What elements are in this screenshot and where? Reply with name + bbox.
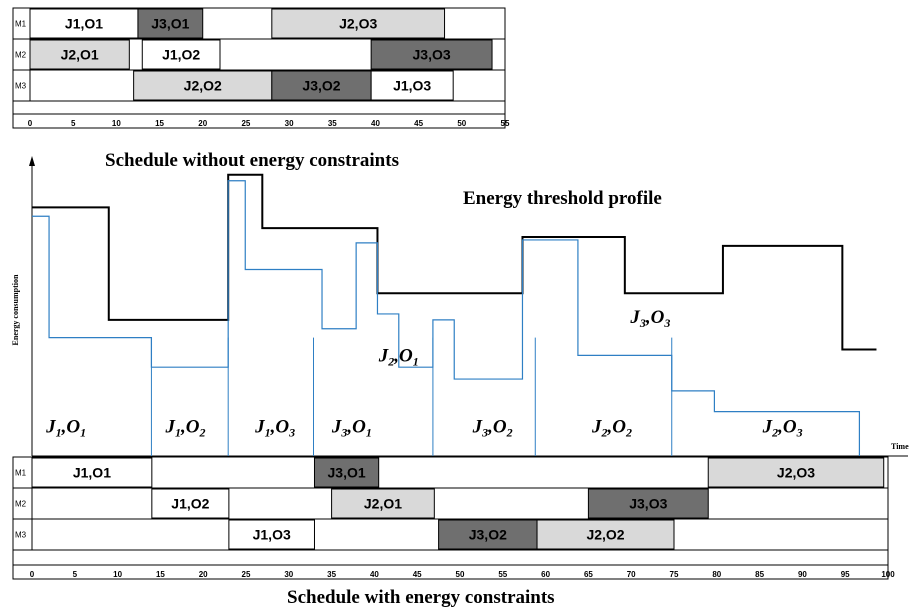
time-tick-label: 20 [199,570,208,579]
time-tick-label: 65 [584,570,593,579]
task-bar [137,8,204,39]
task-bar [370,39,493,70]
task-bar [228,519,315,550]
time-tick-label: 40 [371,119,380,128]
task-label: J1,O2 [171,496,209,512]
operation-annotation: J3,O1 [331,416,372,439]
x-axis-label: Time [891,442,909,451]
time-tick-label: 55 [501,119,510,128]
time-tick-label: 15 [156,570,165,579]
operation-annotation: J1,O1 [45,416,86,439]
time-tick-label: 80 [712,570,721,579]
time-tick-label: 30 [285,119,294,128]
task-bar [707,457,885,488]
time-tick-label: 85 [755,570,764,579]
task-bar [313,457,380,488]
task-bar [29,39,130,70]
machine-label: M3 [15,531,27,540]
operation-annotation: J3,O2 [472,416,513,439]
task-label: J2,O3 [777,465,815,481]
time-tick-label: 30 [284,570,293,579]
time-tick-label: 20 [198,119,207,128]
operation-annotation: J3,O3 [629,307,670,330]
task-label: J3,O3 [413,47,451,63]
time-tick-label: 90 [798,570,807,579]
time-tick-label: 95 [841,570,850,579]
machine-label: M3 [15,82,27,91]
time-tick-label: 50 [456,570,465,579]
threshold-profile-label: Energy threshold profile [463,188,662,209]
time-tick-label: 10 [112,119,121,128]
machine-label: M1 [15,20,27,29]
y-axis-arrow [29,156,35,166]
time-tick-label: 55 [498,570,507,579]
top-schedule-caption: Schedule without energy constraints [105,150,399,171]
task-bar [331,488,435,519]
time-tick-label: 60 [541,570,550,579]
task-bar [29,8,139,39]
time-tick-label: 40 [370,570,379,579]
energy-consumption-chart: Energy consumption Time J1,O1 J1,O2 J1,O3 J3,… [11,156,909,457]
machine-label: M2 [15,500,27,509]
task-label: J3,O1 [328,465,366,481]
task-bar [271,8,446,39]
time-tick-label: 35 [327,570,336,579]
time-tick-label: 75 [670,570,679,579]
task-label: J1,O1 [65,16,103,32]
task-label: J3,O3 [629,496,667,512]
task-bar [31,457,153,488]
machine-label: M1 [15,469,27,478]
time-tick-label: 5 [71,119,76,128]
task-label: J2,O2 [586,527,624,543]
energy-threshold-line [32,173,877,351]
task-label: J1,O2 [162,47,200,63]
task-bar [141,39,221,70]
task-label: J1,O3 [393,78,431,94]
operation-annotation: J2,O1 [378,345,419,368]
bottom-gantt-chart: M1 M2 M3 0 5 10 15 20 25 30 35 40 45 50 55 60 65 70 75 80 85… [12,456,895,580]
time-tick-label: 35 [328,119,337,128]
bottom-schedule-caption: Schedule with energy constraints [287,587,555,608]
task-label: J1,O1 [73,465,111,481]
task-label: J2,O3 [339,16,377,32]
task-label: J2,O2 [184,78,222,94]
time-tick-label: 5 [73,570,78,579]
time-tick-label: 45 [413,570,422,579]
y-axis-label: Energy consumption [11,274,20,345]
time-tick-label: 50 [457,119,466,128]
time-tick-label: 0 [28,119,33,128]
task-bar [370,70,454,101]
task-label: J3,O2 [469,527,507,543]
operation-annotation: J2,O2 [591,416,632,439]
task-label: J3,O1 [151,16,189,32]
task-label: J1,O3 [253,527,291,543]
operation-annotation: J1,O3 [254,416,295,439]
task-label: J2,O1 [61,47,99,63]
operation-annotation: J1,O2 [165,416,206,439]
task-bar [271,70,372,101]
task-label: J2,O1 [364,496,402,512]
time-tick-label: 70 [627,570,636,579]
energy-consumption-line [32,180,861,456]
time-tick-label: 15 [155,119,164,128]
time-tick-label: 25 [242,570,251,579]
task-bar [536,519,675,550]
task-bar [151,488,230,519]
time-tick-label: 100 [881,570,895,579]
operation-annotation: J2,O3 [762,416,803,439]
top-gantt-chart: M1 M2 M3 0 5 10 15 20 25 30 35 40 45 50 55 J1,O1 J3,O1 J2… [12,7,510,129]
time-tick-label: 0 [30,570,35,579]
time-tick-label: 25 [241,119,250,128]
task-label: J3,O2 [302,78,340,94]
time-tick-label: 10 [113,570,122,579]
machine-label: M2 [15,51,27,60]
time-tick-label: 45 [414,119,423,128]
task-bar [587,488,709,519]
